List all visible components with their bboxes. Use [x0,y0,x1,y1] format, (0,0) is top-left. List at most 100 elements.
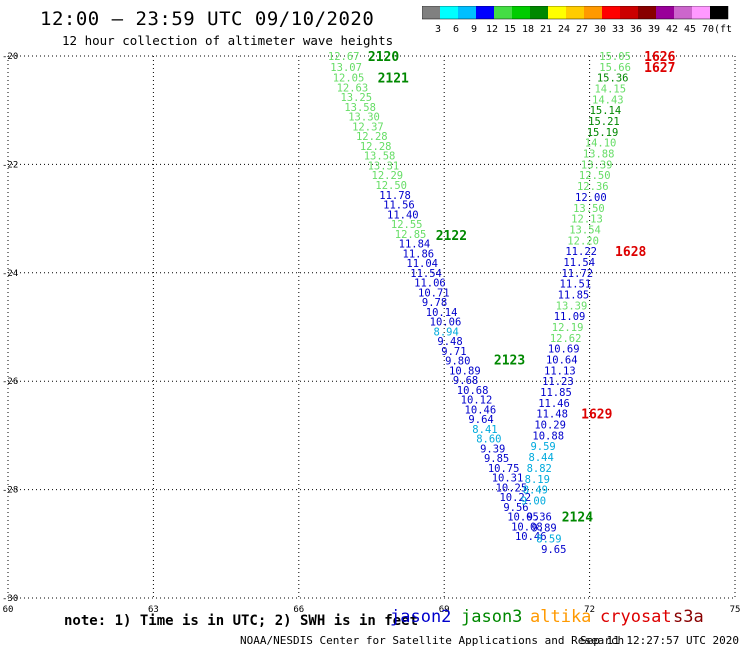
wave-height-value: 11.54 [410,268,442,280]
wave-height-value: 8.60 [476,434,501,446]
wave-height-value: 14.10 [585,138,617,150]
wave-height-value: 12.55 [391,219,423,231]
wave-height-value: 9.00 [521,495,546,507]
pass-time-label: 2120 [368,50,399,65]
y-tick-label: -26 [2,377,18,387]
colorbar-swatch [620,6,638,19]
wave-height-value: 11.85 [540,387,572,399]
timestamp-text: Sep 11 12:27:57 UTC 2020 [580,634,739,647]
wave-height-value: 10.22 [499,492,531,504]
y-tick-label: -30 [2,594,18,604]
wave-height-value: 10.68 [457,385,489,397]
pass-time-label: 2122 [436,229,467,244]
wave-height-value: 12.63 [337,82,369,94]
wave-height-value: 11.46 [538,398,570,410]
colorbar-swatch [440,6,458,19]
colorbar-swatch [584,6,602,19]
wave-height-value: 13.25 [340,92,372,104]
y-tick-label: -20 [2,52,18,62]
wave-height-value: 12.28 [356,131,388,143]
wave-height-value: 11.40 [387,209,419,221]
wave-height-value: 10.12 [461,395,493,407]
x-tick-label: 66 [293,605,304,615]
colorbar-label: 27 [576,24,588,35]
legend-s3a: s3a [673,607,704,627]
wave-height-value: 9.78 [422,297,447,309]
wave-height-value: 10.25 [496,482,528,494]
wave-height-value: 9.39 [480,443,505,455]
wave-height-value: 9.71 [441,346,466,358]
wave-height-value: 13.39 [556,300,588,312]
credit-text: NOAA/NESDIS Center for Satellite Applica… [240,634,625,647]
x-tick-label: 72 [584,605,595,615]
colorbar-label: (ft) [714,24,732,35]
colorbar-swatch [512,6,530,19]
wave-height-value: 9.56 [503,502,528,514]
colorbar-label: 33 [612,24,624,35]
wave-height-value: 8.41 [472,424,497,436]
wave-height-value: 11.56 [383,200,415,212]
x-tick-label: 75 [730,605,740,615]
colorbar-label: 6 [453,24,459,35]
wave-height-value: 15.14 [590,105,622,117]
wave-height-value: 8.49 [523,485,548,497]
x-tick-label: 63 [148,605,159,615]
colorbar-swatch [656,6,674,19]
wave-height-value: 9.68 [453,375,478,387]
wave-height-value: 11.84 [399,239,431,251]
wave-height-value: 12.50 [375,180,407,192]
wave-height-value: 9.48 [437,336,462,348]
wave-height-value: 13.54 [569,224,601,236]
wave-height-value: 9.65 [541,544,566,556]
wave-height-value: 11.09 [554,311,586,323]
wave-height-value: 10.05 [507,512,539,524]
wave-height-value: 11.72 [561,268,593,280]
wave-height-value: 10.08 [511,521,543,533]
note-text: note: 1) Time is in UTC; 2) SWH is in fe… [64,613,419,629]
wave-height-value: 13.31 [368,160,400,172]
colorbar-swatch [674,6,692,19]
wave-height-value: 11.78 [379,190,411,202]
colorbar-label: 42 [666,24,678,35]
wave-height-value: 12.05 [333,73,365,85]
wave-height-value: 11.85 [558,289,590,301]
pass-time-label: 2124 [562,511,593,526]
wave-height-value: 11.48 [536,409,568,421]
wave-height-value: 9.89 [531,523,556,535]
wave-height-value: 10.31 [492,473,524,485]
wave-height-value: 13.58 [364,151,396,163]
colorbar-swatch [602,6,620,19]
pass-time-label: 2121 [378,72,409,87]
colorbar-swatch [476,6,494,19]
pass-time-label: 2123 [494,354,525,369]
x-tick-label: 69 [439,605,450,615]
y-tick-label: -22 [2,160,18,170]
wave-height-value: 10.64 [546,355,578,367]
wave-height-value: 8.59 [536,533,561,545]
pass-time-label: 1628 [615,245,646,260]
wave-height-value: 11.13 [544,365,576,377]
wave-height-value: 12.19 [552,322,584,334]
y-tick-label: -24 [2,269,18,279]
wave-height-value: 8.44 [529,452,554,464]
wave-height-value: 15.66 [599,62,631,74]
colorbar-swatch [548,6,566,19]
wave-height-value: 12.62 [550,333,582,345]
wave-height-value: 8.19 [525,474,550,486]
wave-height-value: 9.85 [484,453,509,465]
colorbar-swatch [530,6,548,19]
wave-height-value: 12.00 [575,192,607,204]
colorbar-label: 39 [648,24,660,35]
wave-height-value: 12.85 [395,229,427,241]
colorbar-swatch [458,6,476,19]
wave-height-value: 13.58 [344,102,376,114]
pass-time-label: 1627 [644,61,675,76]
wave-height-value: 10.88 [532,430,564,442]
colorbar-label: 30 [594,24,606,35]
colorbar-label: 9 [471,24,477,35]
legend-jason2: jason2 [390,607,452,627]
colorbar-swatch [692,6,710,19]
colorbar-label: 24 [558,24,570,35]
colorbar-label: 45 [684,24,696,35]
